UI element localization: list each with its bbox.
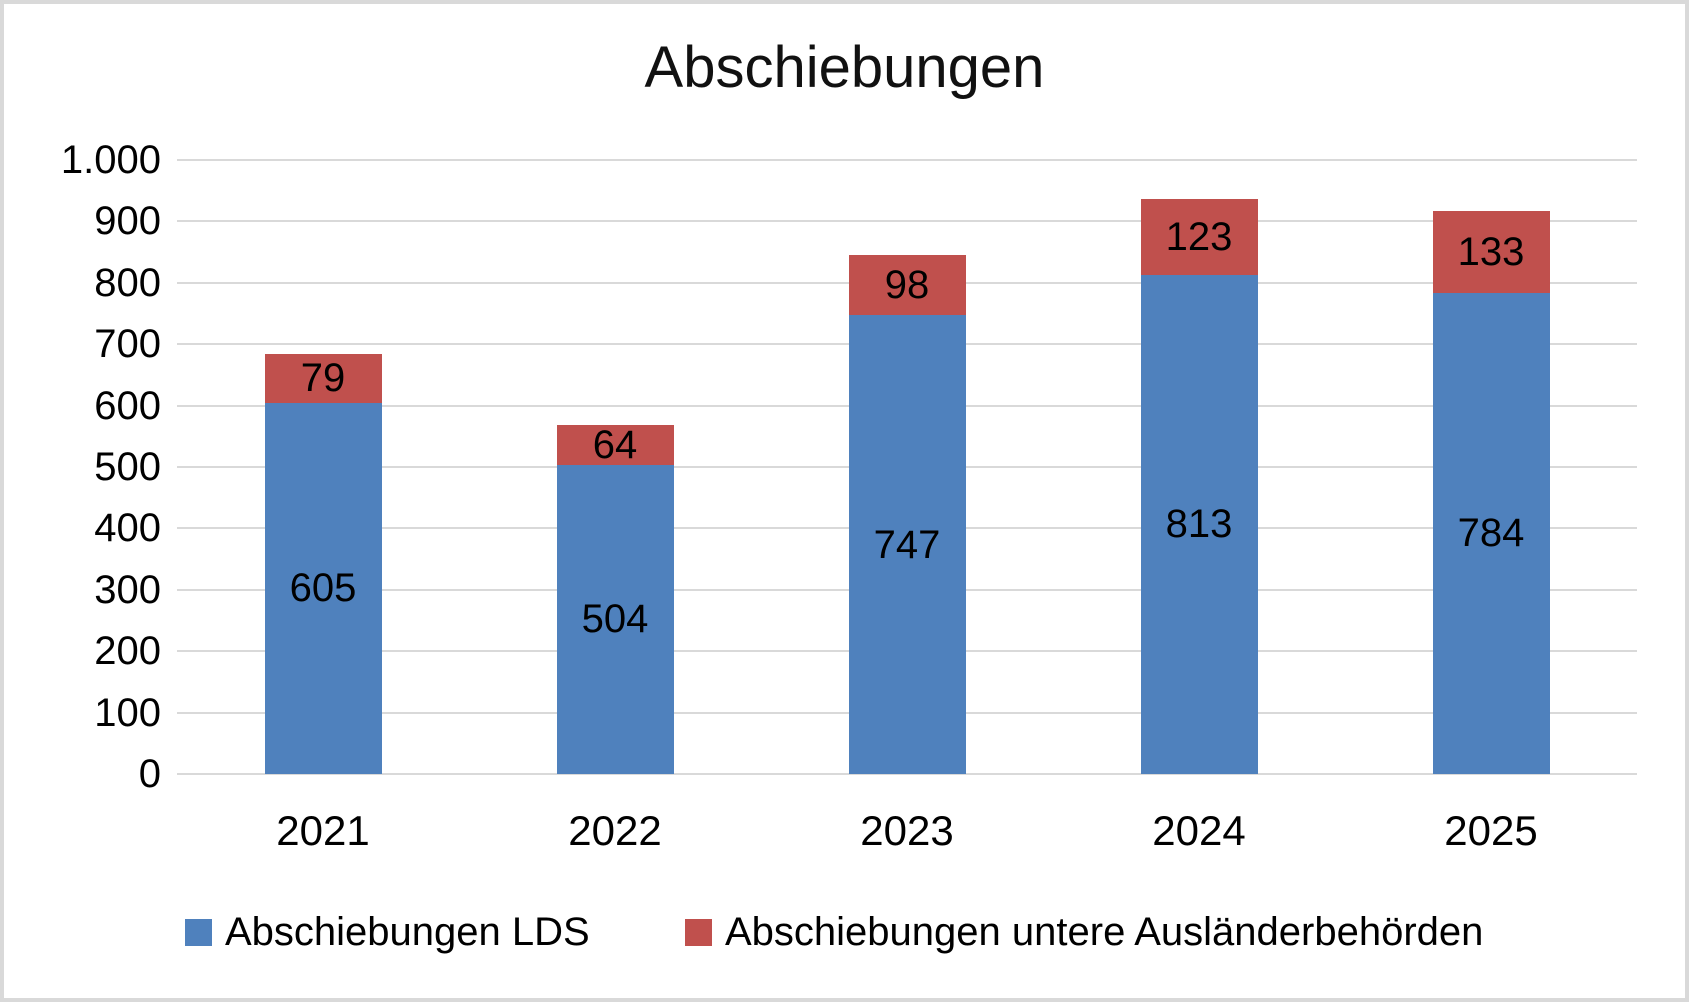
- data-label: 813: [1165, 502, 1233, 547]
- y-axis-tick-label: 900: [94, 199, 161, 244]
- x-axis-tick-label: 2024: [1152, 807, 1246, 854]
- y-axis-tick-label: 1.000: [60, 138, 161, 182]
- gridline: [177, 220, 1637, 223]
- y-axis-tick-label: 0: [138, 752, 161, 796]
- y-axis-tick-label: 200: [94, 629, 161, 674]
- plot-area: 0 100 200 300 400 500 600 700 800 900 1.000 605 79 20…: [61, 140, 1637, 852]
- bar-segment-auslaenderbehoerden-2022: 64: [556, 422, 674, 467]
- y-axis-tick-label: 100: [94, 690, 161, 735]
- bar-segment-auslaenderbehoerden-2024: 123: [1140, 199, 1258, 275]
- x-axis-tick-label: 2023: [860, 807, 954, 854]
- gridline: [177, 159, 1637, 161]
- y-axis-tick-label: 600: [94, 383, 161, 428]
- data-label: 784: [1457, 511, 1525, 556]
- legend-item: Abschiebungen LDS: [185, 912, 590, 952]
- x-axis-tick-label: 2021: [276, 807, 370, 854]
- data-label: 133: [1457, 229, 1525, 274]
- chart-title: Abschiebungen: [644, 35, 1045, 100]
- bar-segment-auslaenderbehoerden-2021: 79: [264, 354, 382, 403]
- data-label: 123: [1165, 215, 1233, 260]
- bar-segment-lds-2025: 784: [1432, 292, 1550, 774]
- bar-segment-auslaenderbehoerden-2023: 98: [848, 255, 966, 316]
- y-axis-tick-label: 700: [94, 322, 161, 367]
- y-axis-tick-label: 500: [94, 445, 161, 489]
- gridline: [177, 773, 1637, 775]
- data-label: 504: [581, 597, 649, 642]
- data-label: 605: [289, 566, 357, 611]
- bar-segment-lds-2022: 504: [556, 464, 674, 774]
- bar-segment-lds-2023: 747: [848, 315, 966, 774]
- y-axis-tick-label: 400: [94, 506, 161, 551]
- data-label: 79: [300, 356, 346, 401]
- bar-segment-auslaenderbehoerden-2025: 133: [1432, 210, 1550, 293]
- legend-label: Abschiebungen untere Ausländerbehörden: [725, 910, 1484, 954]
- legend-label: Abschiebungen LDS: [225, 910, 590, 954]
- x-axis-tick-label: 2022: [568, 807, 662, 854]
- y-axis-tick-label: 300: [94, 567, 161, 612]
- data-label: 747: [873, 522, 941, 567]
- bar-segment-lds-2024: 813: [1140, 274, 1258, 774]
- y-axis-tick-label: 800: [94, 260, 161, 305]
- x-axis-tick-label: 2025: [1444, 807, 1538, 854]
- data-label: 64: [592, 422, 638, 467]
- data-label: 98: [884, 263, 930, 308]
- legend-item: Abschiebungen untere Ausländerbehörden: [685, 912, 1483, 952]
- legend-marker-icon: [685, 918, 712, 946]
- bar-segment-lds-2021: 605: [264, 402, 382, 774]
- legend-marker-icon: [185, 918, 212, 946]
